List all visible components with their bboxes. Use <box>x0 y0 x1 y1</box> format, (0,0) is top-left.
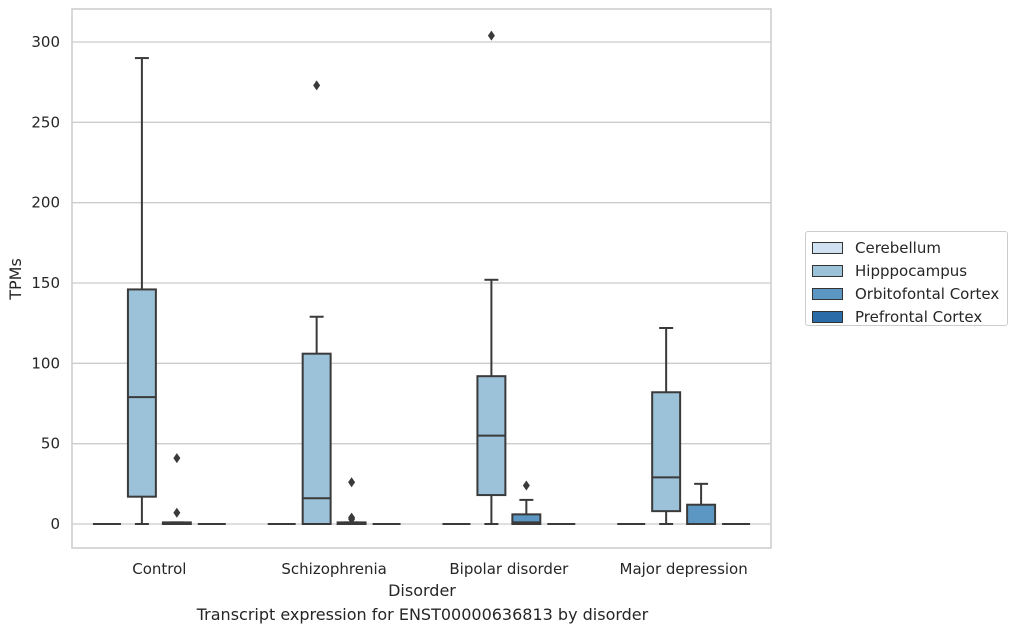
legend-label: Cerebellum <box>855 238 941 257</box>
x-axis-ticks: Control Schizophrenia Bipolar disorder Majo… <box>132 560 747 578</box>
grid-lines <box>72 41 771 525</box>
legend-item: Hipppocampus <box>812 259 1007 282</box>
legend-item: Orbitofontal Cortex <box>812 282 1007 305</box>
x-tick-label: Bipolar disorder <box>449 560 569 578</box>
box-group <box>301 80 332 525</box>
legend-item: Prefrontal Cortex <box>812 305 1007 328</box>
x-tick-label: Major depression <box>620 560 748 578</box>
y-tick-label: 50 <box>41 435 60 453</box>
outlier-point <box>348 477 356 488</box>
plot-frame <box>71 8 772 549</box>
y-tick-label: 250 <box>31 113 60 131</box>
box-group <box>161 453 192 525</box>
box <box>301 352 332 525</box>
outlier-point <box>522 480 530 491</box>
y-tick-label: 300 <box>31 33 60 51</box>
box <box>511 513 542 525</box>
box-group <box>336 477 367 525</box>
y-tick-label: 200 <box>31 194 60 212</box>
y-tick-label: 150 <box>31 274 60 292</box>
y-axis-ticks: 0 50 100 150 200 250 300 <box>31 33 60 533</box>
box <box>686 503 717 526</box>
legend: Cerebellum Hipppocampus Orbitofontal Cor… <box>805 231 1008 326</box>
chart-caption: Transcript expression for ENST0000063681… <box>196 605 649 624</box>
legend-label: Orbitofontal Cortex <box>855 284 1000 303</box>
outlier-point <box>348 514 356 525</box>
box-group <box>686 482 717 526</box>
box-group <box>651 326 682 525</box>
x-tick-label: Control <box>132 560 186 578</box>
box-group <box>511 480 542 525</box>
outlier-point <box>173 507 181 518</box>
legend-swatch <box>812 310 843 323</box>
box-group <box>126 57 157 525</box>
legend-swatch <box>812 264 843 277</box>
y-tick-label: 100 <box>31 354 60 372</box>
y-tick-label: 0 <box>50 515 60 533</box>
outlier-point <box>313 80 321 91</box>
legend-swatch <box>812 287 843 300</box>
legend-swatch <box>812 241 843 254</box>
legend-label: Prefrontal Cortex <box>855 307 983 326</box>
legend-item: Cerebellum <box>812 236 1007 259</box>
legend-label: Hipppocampus <box>855 261 968 280</box>
box-group <box>476 30 507 525</box>
outlier-point <box>487 30 495 41</box>
y-axis-label: TPMs <box>6 258 25 301</box>
box-plot-marks <box>92 30 751 526</box>
x-axis-label: Disorder <box>388 581 456 600</box>
outlier-point <box>173 453 181 464</box>
box <box>651 391 682 513</box>
x-tick-label: Schizophrenia <box>281 560 386 578</box>
box <box>126 288 157 498</box>
